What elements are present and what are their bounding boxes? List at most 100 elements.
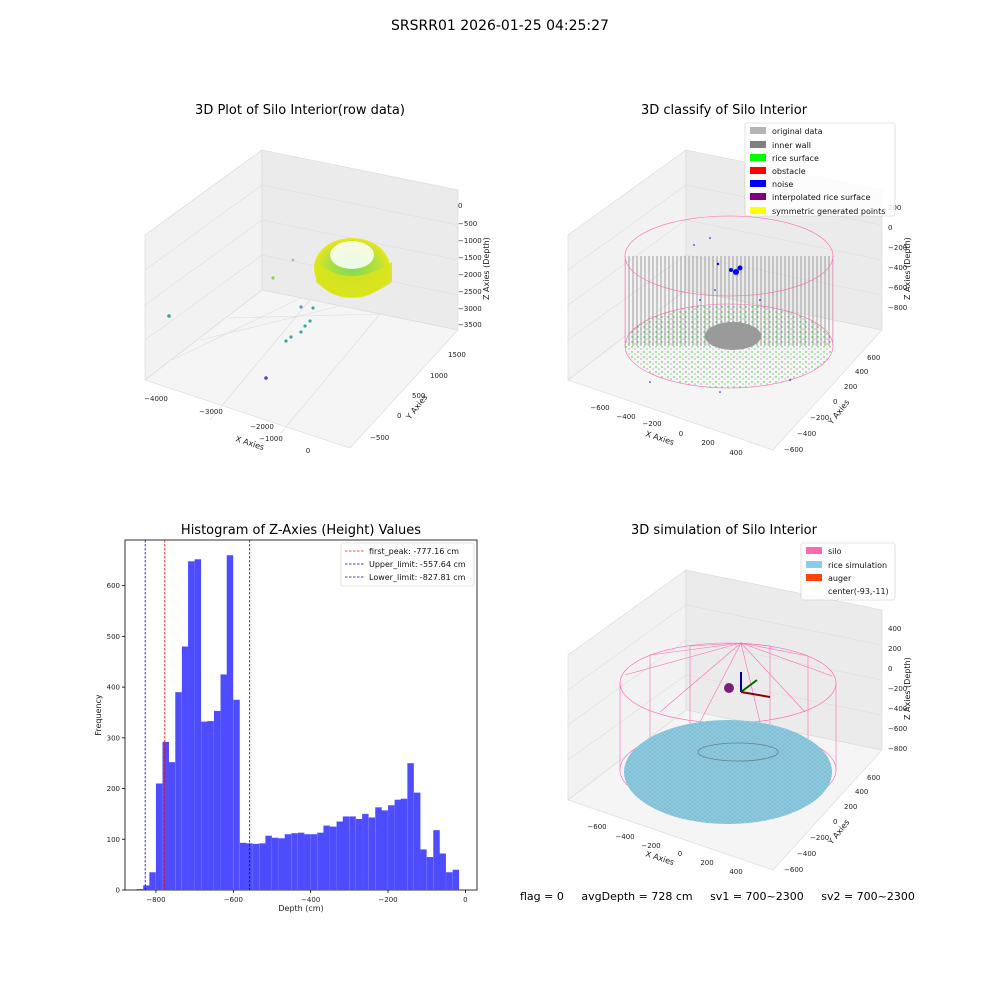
- classify-ylabel: Y Axies: [826, 398, 852, 427]
- simulation-plot-title: 3D simulation of Silo Interior: [631, 523, 817, 538]
- sim-ztick: −800: [888, 745, 907, 753]
- raw-xtick: −2000: [250, 423, 274, 431]
- legend-label: original data: [772, 127, 823, 136]
- histogram-bar: [297, 832, 305, 890]
- legend-item: rice surface: [750, 154, 819, 163]
- histogram-bar: [355, 818, 363, 890]
- sim-xtick: −600: [587, 823, 606, 831]
- histogram-bar: [175, 692, 182, 890]
- legend-item: rice simulation: [806, 561, 887, 570]
- histogram-plot: −800 −600 −400 −200 0 0 100 200 300 400 500 600 De…: [94, 539, 478, 913]
- legend-swatch: [750, 141, 766, 148]
- histogram-title: Histogram of Z-Axies (Height) Values: [180, 523, 422, 538]
- sim-ytick: −600: [784, 866, 803, 874]
- raw-ytick: 0: [397, 412, 401, 420]
- histogram-bar: [439, 853, 446, 890]
- histogram-bar: [265, 835, 272, 890]
- classify-ztick: −800: [888, 304, 907, 312]
- histogram-yticks: 0 100 200 300 400 500 600: [107, 582, 125, 895]
- histogram-bar: [304, 834, 311, 890]
- histogram-bar: [271, 837, 279, 890]
- classify-xlabel: X Axies: [644, 429, 675, 447]
- classify-plot-3d: −600 −400 −200 0 200 400 −600 −400 −200 …: [567, 122, 912, 457]
- legend-swatch: [750, 167, 766, 174]
- histogram-bar: [452, 869, 460, 890]
- classify-ztick: −600: [888, 284, 907, 292]
- legend-label: noise: [772, 180, 793, 189]
- legend-swatch: [750, 207, 766, 214]
- legend-label: rice surface: [772, 154, 819, 163]
- classify-noise-points: [649, 237, 791, 393]
- classify-xtick: −200: [642, 420, 661, 428]
- legend-label: first_peak: -777.16 cm: [369, 547, 459, 556]
- histogram-bar: [162, 741, 169, 890]
- sim-ytick: 400: [855, 788, 868, 796]
- raw-floor-pane: [144, 289, 459, 449]
- histogram-bar: [400, 798, 408, 890]
- legend-swatch: [750, 127, 766, 134]
- y-tick-label: 100: [107, 836, 120, 844]
- histogram-legend: first_peak: -777.16 cm Upper_limit: -557.…: [340, 542, 475, 587]
- raw-ytick: 1000: [430, 372, 448, 380]
- histogram-bar: [413, 792, 421, 890]
- legend-label: symmetric generated points: [772, 207, 885, 216]
- raw-xtick: 0: [306, 447, 310, 455]
- raw-xtick: −4000: [144, 395, 168, 403]
- legend-label: obstacle: [772, 167, 806, 176]
- histogram-bar: [420, 849, 427, 890]
- auger-marker: [724, 672, 771, 698]
- legend-item: noise: [750, 180, 793, 189]
- legend-item: center(-93,-11): [828, 587, 889, 596]
- raw-ztick: −2500: [458, 288, 482, 296]
- histogram-bar: [446, 872, 453, 890]
- classify-xtick: 0: [679, 430, 683, 438]
- sim-ztick: −400: [888, 705, 907, 713]
- histogram-bar: [233, 699, 240, 890]
- classify-ytick: 200: [844, 383, 857, 391]
- flag-status: flag = 0: [520, 890, 564, 903]
- classify-ytick: −600: [784, 446, 803, 454]
- histogram-bar: [278, 838, 286, 890]
- legend-label: rice simulation: [828, 561, 887, 570]
- histogram-bar: [201, 721, 208, 890]
- raw-plot-3d: −4000 −3000 −2000 −1000 0 −500 0 500 100…: [144, 149, 491, 455]
- legend-label: auger: [828, 574, 852, 583]
- histogram-bar: [181, 646, 189, 890]
- legend-label: Upper_limit: -557.64 cm: [369, 560, 466, 569]
- histogram-bar: [284, 834, 292, 890]
- histogram-bar: [168, 762, 176, 890]
- histogram-bar: [252, 843, 260, 890]
- figure-title: SRSRR01 2026-01-25 04:25:27: [391, 18, 609, 34]
- legend-item: symmetric generated points: [750, 207, 885, 216]
- classify-plot-title: 3D classify of Silo Interior: [640, 103, 808, 118]
- sim-ztick: −600: [888, 725, 907, 733]
- histogram-bar: [207, 721, 214, 890]
- histogram-bar: [349, 816, 356, 890]
- classify-ytick: 0: [833, 398, 837, 406]
- legend-item: obstacle: [750, 167, 806, 176]
- sim-ytick: −200: [810, 834, 829, 842]
- legend-swatch: [806, 574, 822, 581]
- histogram-reference-lines: [144, 540, 251, 890]
- raw-ring-wall: [316, 262, 392, 297]
- classify-xtick: −600: [590, 404, 609, 412]
- raw-ztick: −2000: [458, 271, 482, 279]
- histogram-bar: [194, 559, 202, 890]
- classify-legend: original data inner wall rice surface ob…: [744, 122, 896, 217]
- histogram-bar: [433, 830, 440, 890]
- classify-ytick: 400: [855, 368, 868, 376]
- sv1-status: sv1 = 700~2300: [710, 890, 804, 903]
- classify-ytick: −400: [797, 430, 816, 438]
- legend-label: interpolated rice surface: [772, 193, 870, 202]
- legend-item: auger: [806, 574, 852, 583]
- raw-zlabel: Z Axies (Depth): [482, 237, 491, 300]
- sim-xtick: 0: [678, 850, 682, 858]
- histogram-bar: [330, 826, 337, 890]
- histogram-ylabel: Frequency: [94, 694, 103, 736]
- classify-ztick: −400: [888, 264, 907, 272]
- histogram-bar: [149, 872, 156, 890]
- rice-simulation-surface: [624, 720, 832, 824]
- histogram-bar: [323, 825, 330, 890]
- raw-ztick: −3500: [458, 321, 482, 329]
- histogram-bar: [362, 813, 369, 890]
